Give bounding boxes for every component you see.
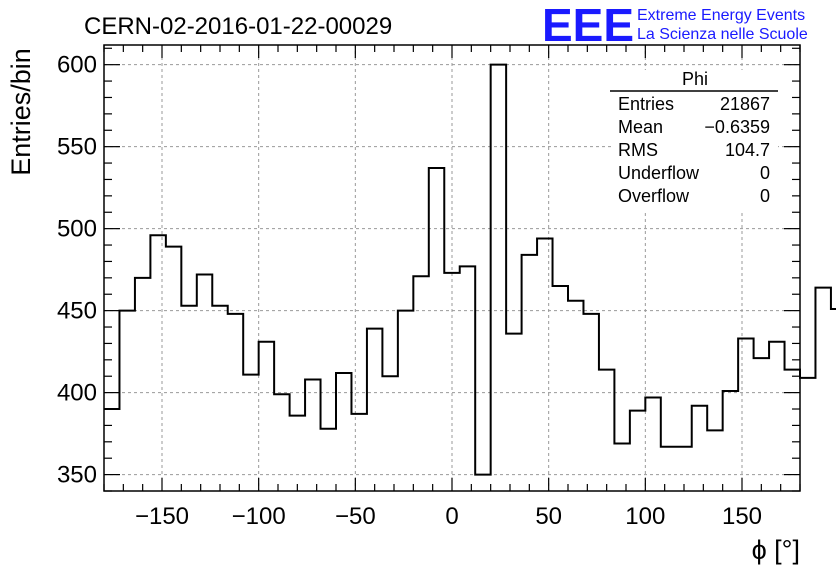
histogram-bin xyxy=(104,409,119,491)
stats-overflow-value: 0 xyxy=(760,186,770,206)
histogram-bin xyxy=(429,168,444,491)
x-tick-label: 50 xyxy=(535,503,562,530)
x-axis: −150 −100 −50 0 50 100 150 xyxy=(103,45,801,530)
histogram-bin xyxy=(150,235,165,491)
histogram-bin xyxy=(800,378,815,491)
y-tick-label: 350 xyxy=(57,462,97,489)
histogram-bin xyxy=(259,342,274,491)
y-tick-label: 600 xyxy=(57,52,97,79)
y-axis: 350 400 450 500 550 600 xyxy=(57,47,800,492)
stats-overflow-label: Overflow xyxy=(618,186,690,206)
histogram-bin xyxy=(645,398,660,491)
histogram-bin xyxy=(661,447,676,491)
histogram-bin xyxy=(630,411,645,491)
y-tick-label: 450 xyxy=(57,298,97,325)
histogram-bin xyxy=(166,247,181,491)
x-tick-label: −100 xyxy=(232,503,286,530)
x-tick-label: 0 xyxy=(445,503,458,530)
histogram-bin xyxy=(135,278,150,491)
histogram-bin xyxy=(614,443,629,491)
histogram-bin xyxy=(723,391,738,491)
histogram-bin xyxy=(367,329,382,491)
histogram-bin xyxy=(413,276,428,491)
stats-underflow-label: Underflow xyxy=(618,163,700,183)
histogram-bin xyxy=(382,376,397,491)
histogram-bin xyxy=(553,286,568,491)
histogram-bin xyxy=(351,414,366,491)
histogram-outline xyxy=(104,63,836,476)
histogram-bin xyxy=(398,311,413,491)
histogram-bin xyxy=(119,311,134,491)
y-axis-label: Entries/bin xyxy=(6,48,36,176)
histogram-bin xyxy=(583,314,598,491)
histogram-bin xyxy=(599,370,614,491)
logo-caption-line2: La Scienza nelle Scuole xyxy=(637,26,808,43)
x-tick-label: −50 xyxy=(335,503,376,530)
histogram-bin xyxy=(243,375,258,491)
logo-caption-line1: Extreme Energy Events xyxy=(637,7,805,24)
eee-logo-mark: EEE xyxy=(542,0,634,51)
x-tick-label: 150 xyxy=(722,503,762,530)
histogram-bin xyxy=(568,301,583,491)
histogram-bin xyxy=(707,430,722,491)
histogram-bin xyxy=(769,342,784,491)
histogram-bin xyxy=(336,373,351,491)
y-tick-label: 500 xyxy=(57,216,97,243)
histogram-bin xyxy=(460,266,475,491)
x-tick-label: 100 xyxy=(625,503,665,530)
histogram-bin xyxy=(475,475,490,491)
histogram-bin xyxy=(785,370,800,491)
histogram-bin xyxy=(290,416,305,491)
run-title: CERN-02-2016-01-22-00029 xyxy=(84,13,392,40)
stats-box-background xyxy=(612,70,778,210)
histogram-bin xyxy=(305,380,320,492)
stats-box-title: Phi xyxy=(682,69,708,89)
histogram-bin xyxy=(815,288,830,491)
y-tick-label: 550 xyxy=(57,134,97,161)
stats-box: Phi Entries 21867 Mean −0.6359 RMS 104.7… xyxy=(610,69,778,210)
y-tick-label: 400 xyxy=(57,380,97,407)
histogram-bin xyxy=(522,255,537,491)
x-tick-label: −150 xyxy=(135,503,189,530)
stats-mean-value: −0.6359 xyxy=(704,117,770,137)
histogram-series xyxy=(104,63,836,492)
stats-rms-value: 104.7 xyxy=(725,140,770,160)
histogram-bin xyxy=(506,334,521,491)
stats-entries-label: Entries xyxy=(618,94,674,114)
x-axis-label: ϕ [°] xyxy=(752,535,800,565)
histogram-bin xyxy=(831,309,836,491)
histogram-bin xyxy=(181,306,196,491)
stats-underflow-value: 0 xyxy=(760,163,770,183)
histogram-bin xyxy=(537,238,552,491)
histogram-bin xyxy=(444,273,459,491)
histogram-bin xyxy=(197,275,212,491)
stats-mean-label: Mean xyxy=(618,117,663,137)
histogram-bin xyxy=(738,339,753,491)
histogram-bin xyxy=(212,306,227,491)
histogram-bin xyxy=(321,429,336,491)
histogram-bin xyxy=(228,314,243,491)
histogram-bin xyxy=(274,394,289,491)
histogram-bin xyxy=(692,406,707,491)
histogram-bin xyxy=(754,358,769,491)
histogram-bin xyxy=(491,65,506,491)
stats-entries-value: 21867 xyxy=(720,94,770,114)
eee-logo: EEE Extreme Energy Events La Scienza nel… xyxy=(542,0,808,51)
stats-rms-label: RMS xyxy=(618,140,658,160)
